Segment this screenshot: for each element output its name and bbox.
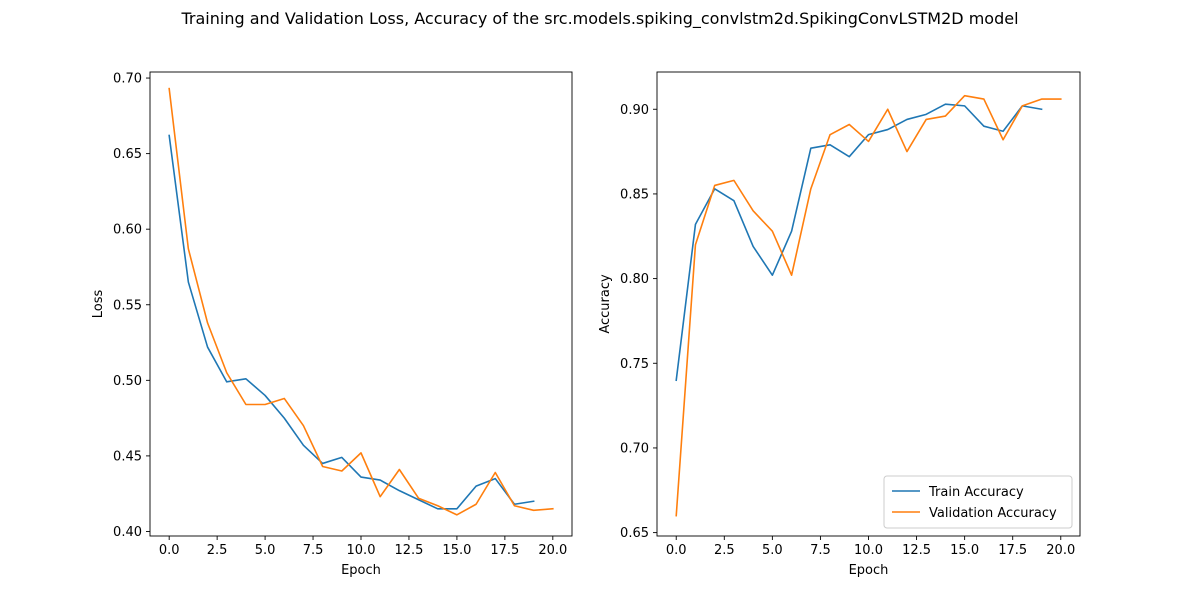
x-tick-label: 2.5	[207, 543, 228, 558]
legend-box	[883, 475, 1073, 529]
chart-accuracy: 0.0 2.5 5.0 7.5 10.0 12.5 15.0 17.5 20.0 0.65 0.70…	[598, 71, 1081, 578]
legend: Train Accuracy Validation Accuracy	[883, 475, 1073, 529]
x-tick-label: 12.5	[394, 543, 423, 558]
x-tick-label: 10.0	[347, 543, 376, 558]
x-tick-label: 17.5	[998, 543, 1027, 558]
x-tick-label: 7.5	[810, 543, 831, 558]
x-tick-label: 17.5	[490, 543, 519, 558]
x-tick-label: 0.0	[666, 543, 687, 558]
y-tick-label: 0.65	[620, 526, 649, 541]
y-tick-label: 0.75	[620, 357, 649, 372]
chart-loss: 0.0 2.5 5.0 7.5 10.0 12.5 15.0 17.5 20.0 0.40 0.45…	[91, 71, 573, 578]
figure-title: Training and Validation Loss, Accuracy o…	[181, 9, 1019, 28]
x-axis-label: Epoch	[849, 563, 889, 578]
y-tick-label: 0.65	[113, 147, 142, 162]
x-tick-label: 10.0	[854, 543, 883, 558]
y-tick-label: 0.70	[113, 72, 142, 87]
legend-label: Validation Accuracy	[929, 506, 1057, 521]
x-tick-label: 5.0	[762, 543, 783, 558]
y-axis-label: Accuracy	[598, 274, 613, 334]
x-tick-label: 20.0	[538, 543, 567, 558]
y-tick-label: 0.60	[113, 223, 142, 238]
series-line-2	[168, 87, 554, 516]
x-tick-label: 2.5	[714, 543, 735, 558]
y-tick-label: 0.55	[113, 298, 142, 313]
y-tick-label: 0.85	[620, 187, 649, 202]
y-tick-label: 0.45	[113, 449, 142, 464]
y-tick-label: 0.80	[620, 272, 649, 287]
y-tick-label: 0.90	[620, 103, 649, 118]
legend-label: Train Accuracy	[928, 485, 1024, 500]
x-axis-label: Epoch	[341, 563, 381, 578]
x-tick-label: 15.0	[442, 543, 471, 558]
y-tick-label: 0.50	[113, 374, 142, 389]
x-tick-label: 15.0	[950, 543, 979, 558]
plot-frame	[149, 71, 573, 537]
y-tick-label: 0.40	[113, 525, 142, 540]
x-tick-label: 20.0	[1046, 543, 1075, 558]
y-tick-label: 0.70	[620, 441, 649, 456]
x-tick-label: 7.5	[303, 543, 324, 558]
series-line-2	[675, 94, 1062, 517]
series-line-1	[675, 103, 1043, 382]
x-tick-label: 5.0	[255, 543, 276, 558]
series-line-1	[168, 134, 535, 510]
y-axis-label: Loss	[91, 290, 106, 319]
x-tick-label: 12.5	[902, 543, 931, 558]
x-tick-label: 0.0	[159, 543, 180, 558]
